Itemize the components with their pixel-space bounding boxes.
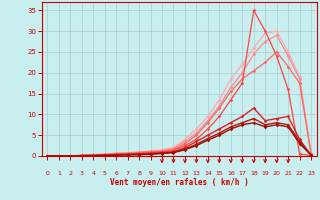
X-axis label: Vent moyen/en rafales ( km/h ): Vent moyen/en rafales ( km/h ) xyxy=(110,178,249,187)
